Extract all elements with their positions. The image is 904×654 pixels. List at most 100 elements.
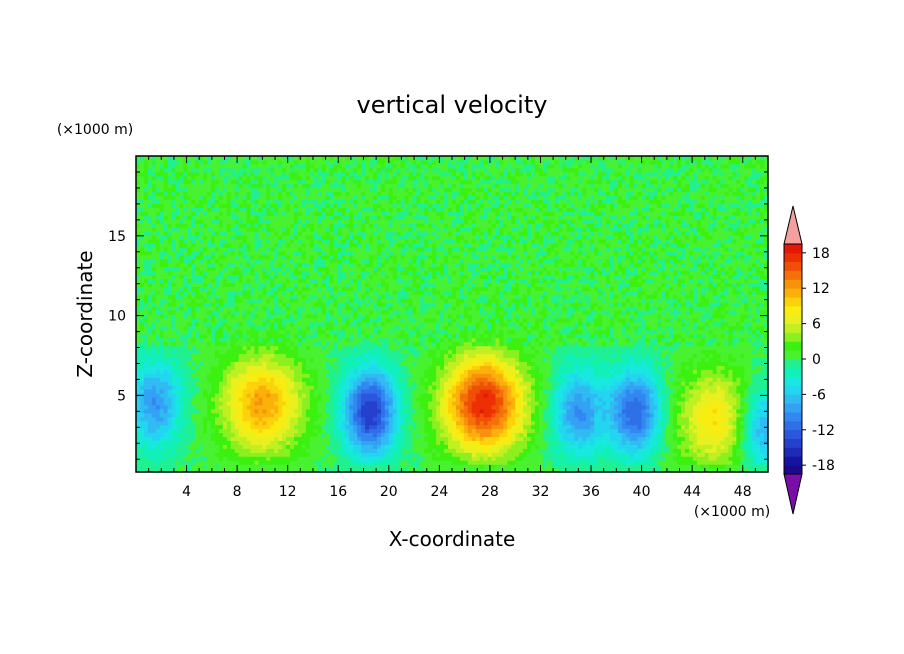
heatmap-cell	[222, 468, 228, 472]
heatmap-cell	[369, 306, 374, 311]
heatmap-cell	[183, 294, 188, 299]
heatmap-cell	[353, 290, 358, 295]
heatmap-cell	[294, 357, 299, 362]
heatmap-cell	[329, 389, 335, 394]
heatmap-cell	[139, 203, 145, 208]
heatmap-cell	[341, 211, 346, 216]
heatmap-cell	[179, 262, 184, 268]
heatmap-cell	[242, 389, 248, 394]
heatmap-cell	[270, 231, 275, 236]
heatmap-cell	[171, 377, 177, 382]
heatmap-cell	[171, 187, 177, 193]
heatmap-cell	[349, 242, 354, 248]
heatmap-cell	[309, 171, 315, 177]
heatmap-cell	[262, 302, 267, 307]
heatmap-cell	[211, 412, 216, 418]
heatmap-cell	[246, 246, 252, 252]
heatmap-cell	[317, 357, 323, 362]
heatmap-cell	[215, 179, 220, 185]
heatmap-cell	[262, 416, 267, 422]
heatmap-cell	[199, 262, 204, 268]
heatmap-cell	[183, 302, 188, 307]
heatmap-cell	[309, 404, 315, 410]
heatmap-cell	[365, 298, 370, 303]
heatmap-cell	[361, 199, 366, 204]
heatmap-cell	[159, 432, 165, 438]
heatmap-cell	[357, 246, 362, 252]
heatmap-cell	[211, 428, 216, 434]
heatmap-cell	[238, 432, 244, 438]
heatmap-cell	[211, 238, 216, 244]
heatmap-cell	[250, 246, 256, 252]
heatmap-cell	[195, 420, 200, 426]
heatmap-cell	[357, 337, 362, 343]
heatmap-cell	[218, 452, 224, 457]
heatmap-cell	[361, 337, 366, 343]
heatmap-cell	[242, 420, 248, 426]
heatmap-cell	[278, 337, 283, 343]
heatmap-cell	[274, 191, 279, 197]
heatmap-cell	[234, 416, 240, 422]
heatmap-cell	[215, 156, 220, 161]
heatmap-cell	[329, 167, 335, 173]
heatmap-cell	[286, 274, 291, 280]
heatmap-cell	[211, 156, 216, 161]
heatmap-cell	[207, 286, 212, 291]
heatmap-cell	[222, 211, 228, 216]
heatmap-cell	[250, 456, 256, 461]
heatmap-cell	[203, 385, 208, 390]
heatmap-cell	[286, 412, 291, 418]
heatmap-cell	[290, 191, 295, 197]
heatmap-cell	[191, 321, 196, 327]
heatmap-cell	[191, 235, 196, 240]
heatmap-cell	[274, 171, 279, 177]
heatmap-cell	[250, 207, 256, 212]
heatmap-cell	[294, 266, 299, 272]
heatmap-cell	[329, 242, 335, 248]
heatmap-cell	[262, 345, 267, 351]
heatmap-cell	[179, 282, 184, 287]
heatmap-cell	[329, 163, 335, 169]
heatmap-cell	[270, 314, 275, 319]
heatmap-cell	[290, 393, 295, 398]
heatmap-cell	[179, 314, 184, 319]
heatmap-cell	[143, 317, 149, 323]
heatmap-cell	[313, 314, 319, 319]
heatmap-cell	[211, 235, 216, 240]
heatmap-cell	[361, 365, 366, 370]
heatmap-cell	[155, 187, 161, 193]
heatmap-cell	[151, 207, 157, 212]
heatmap-cell	[325, 377, 331, 382]
heatmap-cell	[361, 432, 366, 438]
heatmap-cell	[163, 325, 169, 331]
heatmap-cell	[325, 258, 331, 264]
heatmap-cell	[207, 199, 212, 204]
heatmap-cell	[313, 428, 319, 434]
heatmap-cell	[199, 235, 204, 240]
heatmap-cell	[159, 183, 165, 189]
heatmap-cell	[238, 211, 244, 216]
heatmap-cell	[254, 262, 260, 268]
heatmap-cell	[242, 456, 248, 461]
heatmap-cell	[230, 361, 236, 366]
heatmap-cell	[155, 337, 161, 343]
heatmap-cell	[147, 238, 153, 244]
heatmap-cell	[171, 274, 177, 280]
heatmap-cell	[254, 329, 260, 335]
heatmap-cell	[373, 408, 378, 414]
heatmap-cell	[341, 179, 346, 185]
heatmap-cell	[147, 266, 153, 272]
heatmap-cell	[159, 389, 165, 394]
heatmap-cell	[305, 353, 311, 359]
heatmap-cell	[136, 227, 141, 232]
heatmap-cell	[341, 175, 346, 181]
heatmap-cell	[195, 460, 200, 465]
heatmap-cell	[294, 369, 299, 374]
heatmap-cell	[207, 460, 212, 465]
heatmap-cell	[369, 175, 374, 181]
heatmap-cell	[317, 207, 323, 212]
heatmap-cell	[337, 278, 342, 283]
heatmap-cell	[305, 452, 311, 457]
heatmap-cell	[159, 420, 165, 426]
heatmap-cell	[365, 389, 370, 394]
